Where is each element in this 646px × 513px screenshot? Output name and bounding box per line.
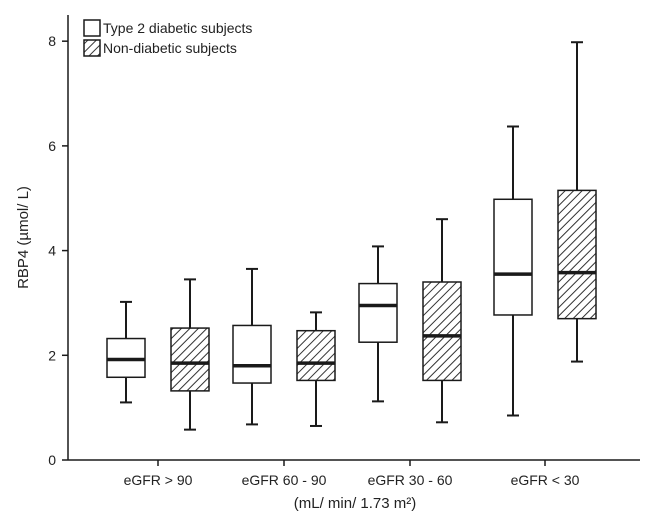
x-tick-label: eGFR 60 - 90 <box>242 472 327 488</box>
x-tick-label: eGFR > 90 <box>124 472 193 488</box>
box-iqr <box>170 327 210 392</box>
legend: Type 2 diabetic subjects Non-diabetic sub… <box>83 19 252 57</box>
box-iqr <box>358 282 398 343</box>
x-axis-label: (mL/ min/ 1.73 m²) <box>294 495 417 512</box>
box-iqr <box>296 329 336 382</box>
box-non-diabetic <box>422 218 462 424</box>
box-diabetic <box>493 125 533 417</box>
boxes <box>106 41 597 431</box>
box-non-diabetic <box>170 278 210 431</box>
box-iqr <box>557 189 597 320</box>
legend-label: Type 2 diabetic subjects <box>103 20 252 36</box>
legend-swatch <box>83 19 101 37</box>
box-iqr <box>422 281 462 382</box>
box-diabetic <box>106 300 146 404</box>
axes: 0 2 4 6 8 eGFR > 90 eGFR 60 - 90 eGFR 30 - 60 eG… <box>48 15 640 488</box>
y-tick-label: 0 <box>48 452 56 468</box>
y-tick-label: 8 <box>48 33 56 49</box>
box-non-diabetic <box>557 41 597 363</box>
box-iqr <box>232 324 272 384</box>
y-axis-label: RBP4 (µmol/ L) <box>15 186 32 289</box>
box-iqr <box>493 198 533 316</box>
x-tick-label: eGFR 30 - 60 <box>368 472 453 488</box>
box-diabetic <box>232 267 272 426</box>
x-tick-label: eGFR < 30 <box>511 472 580 488</box>
y-tick-label: 4 <box>48 243 56 259</box>
box-diabetic <box>358 245 398 403</box>
y-tick-label: 2 <box>48 347 56 363</box>
y-tick-label: 6 <box>48 138 56 154</box>
box-non-diabetic <box>296 311 336 427</box>
legend-swatch <box>83 39 101 57</box>
legend-label: Non-diabetic subjects <box>103 40 237 56</box>
